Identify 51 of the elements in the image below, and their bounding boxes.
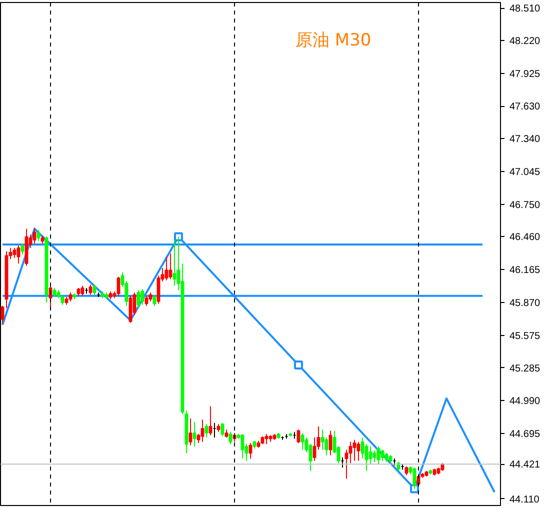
y-tick-label: 48.510 [510, 4, 541, 15]
candlestick [412, 467, 416, 490]
y-tick-label: 44.110 [510, 494, 540, 506]
text: 原油 M30 [296, 30, 372, 50]
y-tick-label: 45.285 [510, 363, 541, 374]
candlestick [372, 450, 376, 463]
point [174, 232, 183, 242]
candlestick [168, 252, 172, 280]
candlestick [80, 285, 84, 296]
candlestick [12, 247, 16, 258]
candlestick [20, 242, 24, 256]
candlestick [156, 275, 160, 304]
candlestick [60, 294, 64, 306]
candlestick [356, 441, 360, 462]
y-tick-label: 47.340 [510, 134, 541, 146]
y-tick-label: 47.630 [510, 102, 541, 113]
candlestick [364, 444, 368, 472]
candlestick [376, 446, 380, 465]
y-tick-label: 48.220 [510, 36, 541, 47]
candlestick [164, 256, 168, 281]
candlestick [324, 436, 328, 456]
candlestick [352, 439, 356, 462]
y-tick-label: 46.750 [510, 200, 541, 211]
candlestick [220, 422, 224, 437]
candlestick [228, 431, 232, 445]
candlestick [92, 284, 96, 296]
y-tick-label: 44.695 [510, 429, 541, 440]
candlestick [36, 230, 40, 242]
point [294, 360, 303, 370]
candlestick [140, 288, 144, 306]
y-tick-label: 47.925 [510, 68, 541, 80]
y-tick-label: 46.165 [510, 265, 541, 276]
ref-line-label: 44.421 [510, 460, 541, 471]
candlestick [16, 245, 20, 264]
candlestick [88, 284, 92, 296]
y-tick-label: 45.575 [510, 330, 541, 342]
candlestick [144, 295, 148, 306]
candlestick [200, 419, 204, 442]
y-tick-label: 45.870 [510, 298, 541, 310]
y-tick-label: 47.045 [510, 166, 541, 178]
line-series [2, 228, 496, 494]
candlestick [172, 240, 176, 286]
candlestick [300, 432, 304, 450]
candlestick [128, 295, 132, 324]
candlestick [192, 421, 196, 447]
candlestick [188, 418, 192, 446]
candlestick [264, 434, 268, 445]
y-tick-label: 46.460 [510, 232, 541, 244]
candlestick [344, 449, 348, 480]
y-tick-label: 44.990 [510, 396, 541, 408]
candlestick [320, 429, 324, 450]
